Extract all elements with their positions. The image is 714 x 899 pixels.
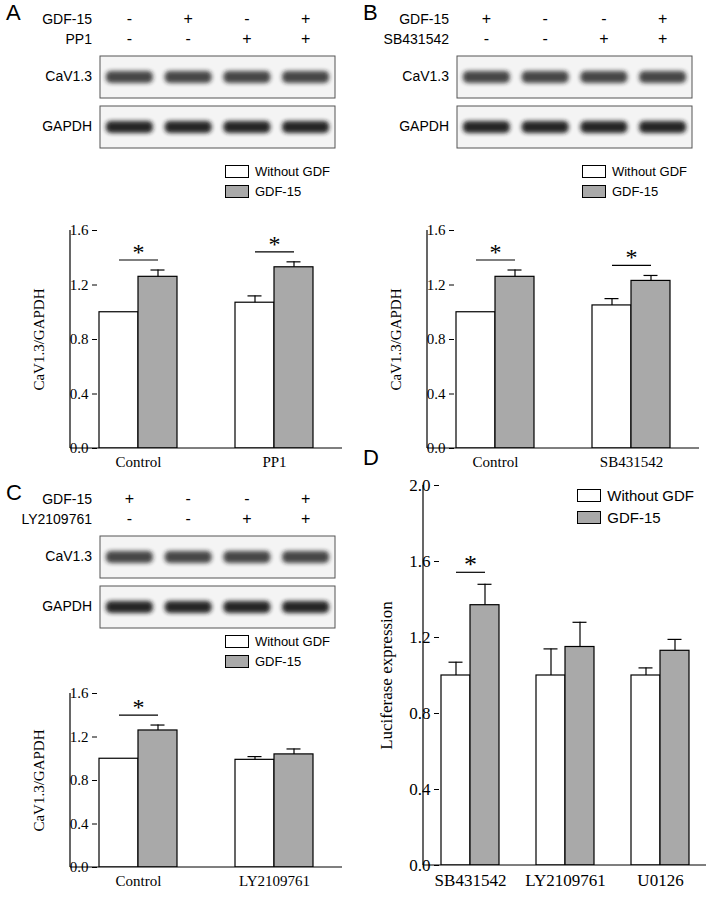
html-text:Without GDF: Without GDF (254, 634, 330, 649)
svg-text:-: - (185, 30, 190, 47)
svg-text:+: + (301, 510, 310, 527)
svg-text:-: - (244, 10, 249, 27)
svg-text:0.0: 0.0 (409, 855, 431, 875)
svg-text:+: + (301, 490, 310, 507)
svg-text:0.0: 0.0 (426, 440, 446, 457)
svg-text:CaV1.3: CaV1.3 (45, 548, 92, 564)
svg-text:*: * (626, 244, 638, 270)
svg-text:+: + (125, 490, 134, 507)
svg-text:SB431542: SB431542 (435, 871, 507, 890)
html-text:Without GDF: Without GDF (254, 164, 330, 179)
svg-text:0.8: 0.8 (427, 331, 446, 347)
svg-text:PP1: PP1 (66, 31, 93, 47)
html-text:GDF-15: GDF-15 (254, 654, 302, 669)
svg-text:Control: Control (473, 454, 519, 470)
svg-text:CaV1.3: CaV1.3 (402, 68, 449, 84)
svg-text:+: + (301, 30, 310, 47)
svg-text:1.2: 1.2 (70, 729, 89, 745)
svg-text:2.0: 2.0 (409, 476, 430, 495)
svg-text:*: * (490, 239, 502, 265)
svg-text:GDF-15: GDF-15 (399, 11, 449, 27)
svg-text:*: * (133, 239, 145, 265)
svg-text:*: * (133, 694, 145, 720)
svg-text:SB431542: SB431542 (384, 31, 450, 47)
svg-text:-: - (127, 30, 132, 47)
svg-text:1.2: 1.2 (409, 628, 430, 647)
svg-text:PP1: PP1 (262, 454, 286, 470)
svg-text:GAPDH: GAPDH (399, 118, 449, 134)
svg-text:-: - (601, 10, 606, 27)
svg-text:1.6: 1.6 (409, 552, 430, 571)
svg-text:*: * (464, 550, 477, 579)
svg-text:-: - (244, 490, 249, 507)
svg-text:1.6: 1.6 (70, 685, 89, 701)
svg-text:+: + (183, 10, 192, 27)
svg-text:-: - (185, 490, 190, 507)
html-text:C: C (6, 480, 22, 505)
svg-text:CaV1.3/GAPDH: CaV1.3/GAPDH (31, 288, 47, 390)
svg-text:GDF-15: GDF-15 (42, 491, 92, 507)
svg-text:+: + (599, 30, 608, 47)
svg-text:1.6: 1.6 (70, 222, 89, 238)
svg-text:+: + (242, 510, 251, 527)
svg-text:Control: Control (116, 454, 162, 470)
svg-text:0.8: 0.8 (409, 704, 430, 723)
svg-text:0.0: 0.0 (69, 440, 89, 457)
html-text:B: B (363, 0, 378, 25)
svg-text:-: - (542, 30, 547, 47)
svg-text:0.8: 0.8 (70, 772, 89, 788)
svg-text:CaV1.3/GAPDH: CaV1.3/GAPDH (388, 288, 404, 390)
svg-text:U0126: U0126 (637, 871, 683, 890)
svg-text:-: - (185, 510, 190, 527)
svg-text:-: - (127, 10, 132, 27)
svg-text:0.8: 0.8 (70, 331, 89, 347)
svg-text:+: + (301, 10, 310, 27)
svg-text:SB431542: SB431542 (600, 454, 663, 470)
svg-text:GAPDH: GAPDH (42, 118, 92, 134)
html-text:Without GDF: Without GDF (611, 164, 687, 179)
svg-text:LY2109761: LY2109761 (239, 873, 310, 889)
svg-text:CaV1.3: CaV1.3 (45, 68, 92, 84)
svg-text:1.2: 1.2 (427, 277, 446, 293)
svg-text:-: - (542, 10, 547, 27)
html-text:GDF-15: GDF-15 (254, 184, 302, 199)
svg-text:Control: Control (116, 873, 162, 889)
svg-text:*: * (269, 231, 281, 257)
html-text:GDF-15: GDF-15 (611, 184, 659, 199)
svg-text:1.2: 1.2 (70, 277, 89, 293)
svg-text:+: + (242, 30, 251, 47)
svg-text:0.4: 0.4 (70, 816, 89, 832)
svg-text:0.4: 0.4 (409, 780, 431, 799)
html-text:A: A (6, 0, 21, 25)
svg-text:+: + (658, 10, 667, 27)
html-text:GDF-15: GDF-15 (607, 509, 661, 526)
svg-text:0.4: 0.4 (70, 386, 89, 402)
svg-text:-: - (484, 30, 489, 47)
svg-text:CaV1.3/GAPDH: CaV1.3/GAPDH (31, 729, 47, 831)
svg-text:0.0: 0.0 (69, 859, 89, 876)
svg-text:GDF-15: GDF-15 (42, 11, 92, 27)
svg-text:LY2109761: LY2109761 (21, 511, 92, 527)
svg-text:Luciferase expression: Luciferase expression (377, 601, 396, 750)
svg-text:+: + (482, 10, 491, 27)
svg-text:1.6: 1.6 (427, 222, 446, 238)
html-text:D: D (363, 445, 379, 470)
html-text:Without GDF: Without GDF (607, 487, 694, 504)
svg-text:-: - (127, 510, 132, 527)
svg-text:+: + (658, 30, 667, 47)
svg-text:0.4: 0.4 (427, 386, 446, 402)
svg-text:LY2109761: LY2109761 (525, 871, 605, 890)
svg-text:GAPDH: GAPDH (42, 598, 92, 614)
